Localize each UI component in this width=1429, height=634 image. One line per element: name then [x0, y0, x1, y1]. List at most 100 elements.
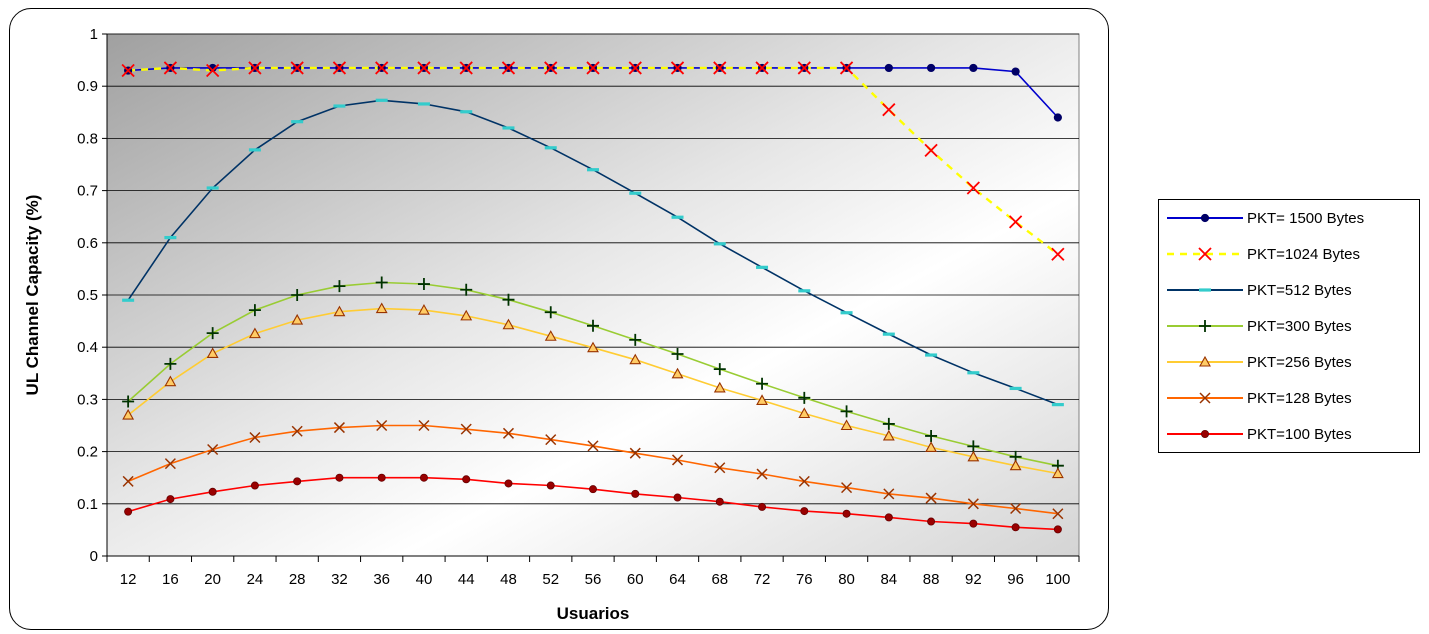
marker-dash [713, 242, 726, 246]
data-point-s4-4 [291, 313, 304, 325]
x-tick-label: 80 [838, 571, 855, 588]
data-point-s6-18 [884, 513, 893, 522]
marker-dash [629, 191, 642, 195]
marker-plus [967, 440, 980, 453]
data-point-s1-14 [713, 61, 727, 75]
data-point-s1-16 [797, 61, 811, 75]
data-point-s4-22 [1051, 467, 1064, 479]
legend-entry-2: PKT=512 Bytes [1167, 282, 1352, 299]
marker-dash [502, 126, 515, 130]
marker-dot [419, 473, 428, 482]
y-tick-label: 1 [90, 26, 98, 43]
data-point-s4-7 [418, 304, 430, 315]
data-point-s2-8 [460, 110, 473, 114]
x-tick-label: 84 [880, 571, 897, 588]
marker-dash [164, 235, 177, 240]
data-point-s2-6 [375, 98, 388, 102]
x-tick-label: 44 [458, 571, 475, 588]
marker-x [1052, 508, 1064, 520]
marker-triangle [291, 313, 304, 325]
x-tick-label: 96 [1007, 571, 1024, 588]
data-point-s5-11 [587, 440, 599, 452]
marker-dash [333, 104, 346, 108]
marker-dot [377, 473, 386, 482]
marker-dot [1011, 523, 1020, 532]
x-axis-title: Usuarios [557, 604, 630, 623]
marker-plus [671, 347, 684, 360]
data-point-s4-19 [925, 441, 938, 452]
marker-x [586, 61, 600, 75]
marker-triangle [967, 450, 980, 462]
legend-label: PKT=100 Bytes [1247, 426, 1352, 443]
marker-triangle [544, 330, 557, 341]
marker-plus [164, 357, 177, 370]
data-point-s1-5 [332, 61, 347, 75]
marker-plus [291, 289, 304, 301]
data-point-s1-13 [670, 61, 685, 75]
data-point-s1-15 [755, 61, 769, 75]
legend-swatch-marker [1199, 392, 1211, 404]
marker-x [967, 498, 979, 510]
marker-x [628, 61, 642, 75]
legend-entry-0: PKT= 1500 Bytes [1167, 210, 1364, 227]
marker-x [122, 475, 134, 487]
data-point-s5-9 [502, 427, 515, 439]
legend-entry-5: PKT=128 Bytes [1167, 390, 1352, 407]
data-point-s3-11 [587, 319, 599, 332]
marker-dash [1009, 386, 1022, 391]
marker-plus [882, 417, 895, 430]
legend-entry-6: PKT=100 Bytes [1167, 426, 1352, 443]
data-point-s5-8 [460, 423, 472, 435]
data-point-s5-20 [967, 498, 979, 510]
data-point-s3-10 [544, 306, 557, 319]
marker-plus [375, 276, 388, 289]
data-point-s5-13 [671, 454, 684, 466]
y-tick-label: 0.9 [77, 78, 98, 95]
marker-x [333, 422, 345, 434]
marker-x [459, 61, 473, 75]
data-point-s5-3 [249, 431, 261, 444]
marker-x [501, 61, 516, 75]
marker-dash [671, 215, 684, 219]
marker-dot [1053, 525, 1062, 534]
marker-plus [925, 429, 938, 442]
data-point-s5-10 [545, 434, 557, 446]
marker-plus [544, 306, 557, 319]
marker-x [545, 434, 557, 446]
data-point-s2-14 [713, 242, 726, 246]
data-point-s4-10 [544, 330, 557, 341]
marker-triangle [333, 305, 346, 317]
data-point-s1-8 [459, 61, 473, 75]
y-tick-label: 0 [90, 548, 98, 565]
marker-plus [417, 278, 430, 291]
marker-x [502, 427, 515, 439]
marker-x [755, 61, 769, 75]
data-point-s6-6 [377, 473, 386, 482]
y-tick-label: 0.4 [77, 339, 98, 356]
x-tick-label: 36 [373, 571, 390, 588]
data-point-s3-6 [375, 276, 388, 289]
legend-entry-4: PKT=256 Bytes [1167, 354, 1352, 371]
x-tick-label: 56 [585, 571, 602, 588]
data-point-s2-17 [840, 311, 853, 315]
marker-dash [840, 311, 853, 315]
data-point-s5-19 [925, 492, 937, 504]
data-point-s5-7 [418, 419, 430, 432]
data-point-s3-15 [756, 377, 769, 390]
marker-dot [1200, 213, 1210, 223]
marker-dot [927, 517, 936, 526]
data-point-s5-1 [164, 458, 176, 470]
data-point-s2-3 [248, 148, 261, 152]
marker-dot [1201, 429, 1210, 438]
marker-dot [293, 477, 302, 486]
marker-triangle [418, 304, 430, 315]
marker-plus [629, 333, 642, 346]
data-point-s5-0 [122, 475, 134, 487]
marker-plus [248, 304, 261, 317]
marker-triangle [587, 341, 599, 353]
data-point-s1-9 [501, 61, 516, 75]
data-point-s6-3 [250, 481, 259, 490]
marker-dot [715, 497, 724, 506]
marker-x [164, 458, 176, 470]
